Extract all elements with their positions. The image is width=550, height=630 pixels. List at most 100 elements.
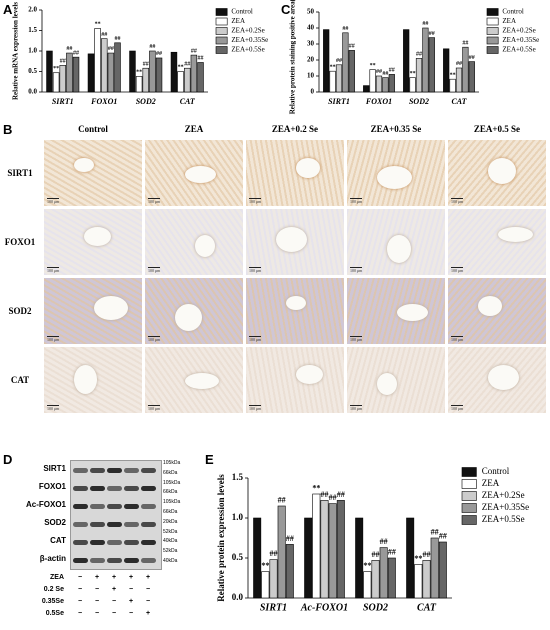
- scale-bar-label: 100 μm: [249, 199, 262, 204]
- scale-bar: [148, 336, 160, 337]
- blot-band: [107, 468, 122, 473]
- scale-bar-label: 100 μm: [451, 268, 464, 273]
- blot-band: [107, 558, 122, 563]
- significance-mark: ##: [380, 537, 388, 546]
- column-header: Control: [78, 124, 108, 134]
- marker-label: 66kDa: [163, 469, 178, 476]
- x-tick-label: FOXO1: [365, 97, 392, 106]
- significance-mark: ##: [329, 493, 337, 502]
- significance-mark: ##: [278, 495, 286, 504]
- treatment-sign: +: [129, 598, 134, 605]
- legend-swatch: [215, 8, 228, 16]
- blot-band: [107, 486, 122, 491]
- vessel: [377, 373, 397, 395]
- scale-bar: [451, 267, 463, 268]
- bar: [323, 29, 330, 93]
- treatment-sign: +: [146, 610, 151, 617]
- vessel: [195, 235, 215, 257]
- scale-bar-label: 100 μm: [451, 337, 464, 342]
- scale-bar-label: 100 μm: [350, 268, 363, 273]
- legend-swatch: [215, 46, 228, 54]
- blot-band: [124, 558, 139, 563]
- bar: [72, 56, 80, 93]
- significance-mark: ##: [349, 44, 355, 50]
- x-tick-label: SIRT1: [328, 97, 350, 106]
- marker-label: 66kDa: [163, 509, 178, 515]
- significance-mark: ##: [191, 48, 197, 54]
- x-tick-label: CAT: [180, 97, 196, 106]
- micrograph: 100 μm: [347, 140, 445, 206]
- bar: [375, 75, 383, 93]
- treatment-label: 0.5Se: [45, 610, 64, 617]
- treatment-sign: +: [112, 586, 117, 593]
- scale-bar-label: 100 μm: [249, 337, 262, 342]
- vessel: [276, 227, 307, 252]
- bar: [449, 78, 456, 93]
- bar: [355, 517, 364, 599]
- column-header: ZEA+0.2 Se: [271, 124, 319, 134]
- significance-mark: ##: [143, 61, 149, 67]
- legend-swatch: [486, 17, 499, 26]
- bar: [107, 52, 115, 93]
- panel-label: C: [281, 2, 291, 17]
- bar: [336, 500, 345, 599]
- significance-mark: ##: [382, 71, 388, 77]
- scale-bar-label: 100 μm: [148, 337, 161, 342]
- y-tick-label: 0.5: [28, 67, 37, 75]
- scale-bar-label: 100 μm: [350, 337, 363, 342]
- marker-label: 66kDa: [163, 489, 178, 496]
- y-tick-label: 0.5: [232, 552, 244, 562]
- treatment-sign: −: [129, 586, 134, 593]
- significance-mark: ##: [422, 21, 428, 27]
- significance-mark: ##: [431, 527, 439, 536]
- vessel: [286, 296, 306, 310]
- micrograph: 100 μm: [448, 209, 546, 275]
- bar: [430, 537, 439, 599]
- y-tick-label: 1.0: [28, 47, 37, 55]
- legend-swatch: [461, 479, 477, 489]
- significance-mark: **: [95, 22, 101, 28]
- marker-label: 105kDa: [163, 460, 181, 466]
- scale-bar-label: 100 μm: [451, 406, 464, 411]
- bar: [329, 70, 336, 93]
- vessel: [397, 304, 428, 321]
- bar: [379, 547, 388, 599]
- panel-label: D: [3, 452, 13, 467]
- bar: [335, 64, 343, 93]
- vessel: [377, 166, 412, 189]
- bar: [52, 72, 60, 93]
- y-tick-label: 40: [307, 24, 315, 32]
- blot-band: [73, 504, 88, 509]
- legend-label: ZEA: [231, 17, 245, 25]
- significance-mark: ##: [416, 52, 422, 58]
- bar: [369, 69, 376, 93]
- micrograph: 100 μm: [246, 209, 344, 275]
- blot-band: [141, 522, 156, 527]
- bar: [129, 50, 136, 93]
- protein-label: FOXO1: [38, 482, 66, 491]
- treatment-sign: −: [78, 598, 83, 605]
- blot-band: [73, 540, 88, 545]
- bar: [285, 544, 294, 599]
- bar: [428, 37, 435, 93]
- scale-bar: [249, 336, 261, 337]
- treatment-label: 0.2 Se: [43, 586, 64, 593]
- treatment-sign: −: [78, 574, 83, 581]
- significance-mark: ##: [388, 547, 396, 556]
- row-label: FOXO1: [4, 237, 36, 247]
- significance-mark: **: [53, 66, 59, 72]
- y-tick-label: 0.0: [28, 88, 37, 96]
- x-tick-label: CAT: [451, 97, 467, 106]
- blot-band: [141, 558, 156, 563]
- y-tick-label: 1.5: [232, 472, 244, 482]
- vessel: [488, 365, 519, 390]
- legend-swatch: [486, 8, 499, 16]
- significance-mark: **: [363, 561, 371, 570]
- significance-mark: **: [178, 65, 184, 71]
- vessel: [175, 304, 202, 331]
- legend-label: ZEA+0.2Se: [482, 490, 525, 500]
- blot-band: [107, 522, 122, 527]
- scale-bar: [249, 405, 261, 406]
- scale-bar: [350, 405, 362, 406]
- treatment-sign: −: [95, 598, 100, 605]
